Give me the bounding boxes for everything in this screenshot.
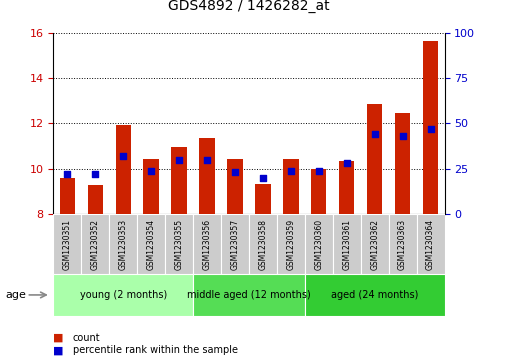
Point (175, 157, 183, 163)
Point (147, 168, 155, 174)
Bar (137, 214, 165, 274)
Bar (389, 214, 417, 274)
Bar (199, 138, 215, 214)
Bar (361, 214, 389, 274)
Text: age: age (5, 290, 26, 300)
Text: GSM1230358: GSM1230358 (259, 219, 267, 270)
Point (427, 126, 435, 132)
Bar (193, 214, 221, 274)
Bar (165, 214, 193, 274)
Text: GSM1230351: GSM1230351 (63, 219, 72, 270)
Bar (171, 147, 187, 214)
Text: GSM1230361: GSM1230361 (342, 219, 351, 270)
Point (259, 175, 267, 181)
Point (314, 168, 323, 174)
Text: middle aged (12 months): middle aged (12 months) (187, 290, 311, 300)
Bar (417, 214, 444, 274)
Text: GSM1230356: GSM1230356 (203, 219, 211, 270)
Bar (227, 159, 243, 214)
Point (231, 170, 239, 175)
Bar (305, 274, 444, 316)
Text: GSM1230355: GSM1230355 (175, 219, 183, 270)
Bar (53, 214, 81, 274)
Bar (115, 125, 131, 214)
Text: GSM1230353: GSM1230353 (119, 219, 128, 270)
Text: percentile rank within the sample: percentile rank within the sample (73, 345, 238, 355)
Bar (109, 214, 137, 274)
Bar (305, 214, 333, 274)
Text: ■: ■ (53, 345, 64, 355)
Bar (143, 159, 159, 214)
Bar (87, 185, 103, 214)
Point (287, 168, 295, 174)
Text: count: count (73, 333, 100, 343)
Point (371, 131, 379, 137)
Text: GSM1230357: GSM1230357 (231, 219, 239, 270)
Text: aged (24 months): aged (24 months) (331, 290, 418, 300)
Text: GSM1230354: GSM1230354 (147, 219, 155, 270)
Bar (283, 159, 299, 214)
Text: GSM1230362: GSM1230362 (370, 219, 379, 270)
Point (343, 160, 351, 166)
Text: ■: ■ (53, 333, 64, 343)
Text: young (2 months): young (2 months) (80, 290, 167, 300)
Bar (367, 104, 383, 214)
Text: GSM1230363: GSM1230363 (398, 219, 407, 270)
Bar (193, 274, 305, 316)
Bar (249, 214, 277, 274)
Bar (277, 214, 305, 274)
Point (119, 153, 127, 159)
Text: GSM1230359: GSM1230359 (287, 219, 295, 270)
Point (203, 157, 211, 163)
Point (399, 133, 407, 139)
Bar (221, 214, 249, 274)
Bar (81, 214, 109, 274)
Text: GSM1230352: GSM1230352 (91, 219, 100, 270)
Bar (255, 184, 271, 214)
Bar (333, 214, 361, 274)
Point (91, 171, 100, 177)
Bar (311, 169, 327, 214)
Bar (395, 113, 410, 214)
Bar (53, 274, 193, 316)
Text: GSM1230360: GSM1230360 (314, 219, 323, 270)
Point (63, 171, 71, 177)
Bar (423, 41, 438, 214)
Text: GSM1230364: GSM1230364 (426, 219, 435, 270)
Bar (339, 161, 355, 214)
Text: GDS4892 / 1426282_at: GDS4892 / 1426282_at (168, 0, 330, 13)
Bar (59, 178, 75, 214)
